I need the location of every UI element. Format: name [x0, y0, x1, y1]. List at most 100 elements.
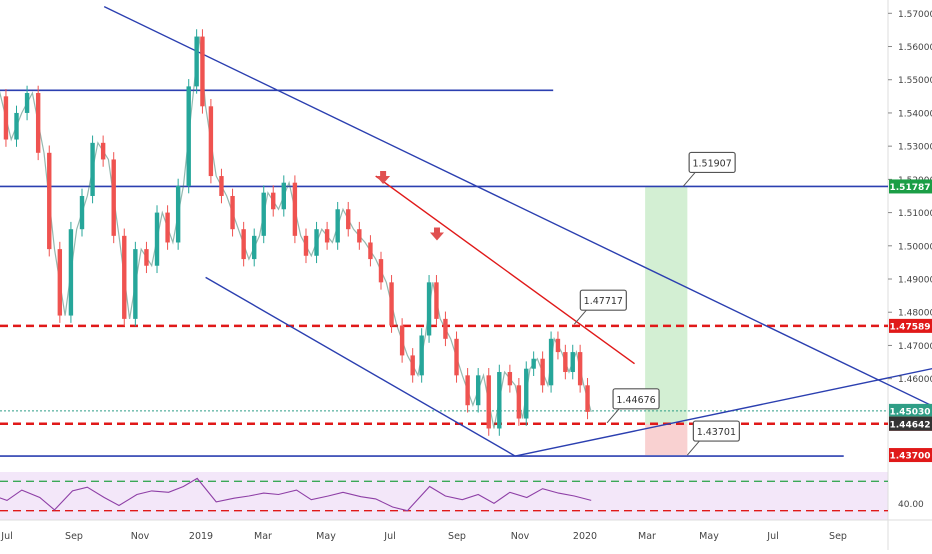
candle-body[interactable]	[465, 375, 470, 406]
price-label-badge	[889, 448, 932, 463]
candle-body[interactable]	[3, 96, 9, 140]
y-tick-label: 1.54000	[898, 109, 932, 119]
candle-body[interactable]	[230, 195, 235, 230]
position-profit-zone[interactable]	[645, 186, 688, 424]
callout-box[interactable]	[612, 388, 660, 410]
x-tick-label: Mar	[638, 531, 656, 542]
callout-pointer	[682, 172, 696, 187]
candle-body[interactable]	[443, 318, 448, 339]
candle-body[interactable]	[378, 259, 384, 283]
x-tick-label: Sep	[829, 531, 847, 542]
candle-body[interactable]	[271, 192, 276, 210]
candle-body[interactable]	[585, 385, 590, 412]
candle-body[interactable]	[410, 355, 415, 376]
x-tick-label: Nov	[511, 531, 530, 542]
candle-body[interactable]	[241, 229, 246, 260]
candle-body[interactable]	[111, 159, 116, 236]
candle-body[interactable]	[419, 335, 424, 376]
candle-body[interactable]	[454, 338, 459, 376]
candle-body[interactable]	[208, 106, 214, 177]
y-tick-label: 1.53000	[898, 143, 932, 153]
candle-body[interactable]	[540, 358, 545, 386]
candle-body[interactable]	[324, 229, 330, 243]
rsi-pane	[0, 472, 888, 520]
candle-body[interactable]	[90, 142, 95, 196]
down-arrow-marker[interactable]	[376, 171, 391, 185]
down-arrow-marker[interactable]	[429, 227, 444, 241]
candle-body[interactable]	[100, 142, 106, 160]
candle-body[interactable]	[314, 229, 319, 256]
candle-body[interactable]	[47, 152, 52, 250]
x-tick-label: Mar	[254, 531, 272, 542]
callout-box[interactable]	[688, 151, 736, 174]
callout-box[interactable]	[579, 289, 627, 311]
candle-body[interactable]	[346, 209, 351, 230]
candle-body[interactable]	[281, 182, 286, 210]
candle-body[interactable]	[548, 338, 554, 386]
candle-body[interactable]	[186, 86, 191, 187]
candle-body[interactable]	[24, 93, 30, 113]
candle-body[interactable]	[531, 358, 536, 369]
candle-body[interactable]	[357, 229, 362, 243]
candle-body[interactable]	[563, 352, 568, 373]
trend-line[interactable]	[205, 276, 516, 457]
y-tick-label: 1.49000	[898, 276, 932, 286]
candle-body[interactable]	[194, 36, 199, 87]
trend-line[interactable]	[515, 367, 932, 457]
candle-body[interactable]	[35, 93, 41, 153]
callout-box[interactable]	[692, 420, 740, 442]
candle-body[interactable]	[475, 375, 481, 406]
candle-body[interactable]	[426, 282, 432, 336]
price-label-badge	[889, 403, 932, 418]
candle-body[interactable]	[252, 235, 257, 260]
candle-body[interactable]	[335, 209, 340, 243]
candle-body[interactable]	[399, 325, 405, 356]
price-label-text: 1.51787	[890, 183, 931, 193]
candle-body[interactable]	[200, 36, 205, 107]
candle-body[interactable]	[555, 338, 561, 353]
candle-body[interactable]	[144, 249, 149, 266]
candle-body[interactable]	[57, 249, 63, 316]
rsi-line[interactable]	[0, 477, 592, 512]
candle-body[interactable]	[14, 112, 19, 140]
x-tick-label: 2020	[573, 531, 597, 542]
candle-body[interactable]	[79, 195, 85, 230]
callout-label: 1.43701	[697, 427, 736, 438]
candle-body[interactable]	[303, 235, 309, 256]
candle-body[interactable]	[524, 368, 529, 419]
candle-body[interactable]	[486, 375, 491, 429]
position-loss-zone[interactable]	[645, 423, 688, 456]
candle-body[interactable]	[516, 385, 522, 419]
x-tick-label: 2019	[189, 531, 213, 542]
price-label-text: 1.44642	[890, 420, 931, 430]
price-label-text: 1.45030	[890, 407, 931, 417]
candle-body[interactable]	[389, 282, 394, 326]
candle-body[interactable]	[434, 282, 439, 319]
candle-body[interactable]	[368, 242, 373, 260]
candle-body[interactable]	[570, 352, 575, 373]
candle-body[interactable]	[219, 176, 224, 196]
candle-body[interactable]	[122, 235, 127, 319]
trend-line[interactable]	[375, 175, 635, 365]
candle-body[interactable]	[261, 192, 266, 236]
x-tick-label: Jul	[0, 531, 12, 542]
trend-line[interactable]	[103, 6, 932, 410]
price-label-text: 1.43700	[890, 452, 931, 462]
candle-body[interactable]	[507, 372, 513, 386]
candle-body[interactable]	[165, 212, 170, 243]
y-tick-label: 1.46000	[898, 375, 932, 385]
candle-body[interactable]	[68, 229, 74, 316]
candle-body[interactable]	[577, 352, 583, 386]
candle-body[interactable]	[133, 249, 138, 319]
candle-body[interactable]	[175, 186, 181, 243]
candle-body[interactable]	[154, 212, 160, 266]
price-label-text: 1.47589	[890, 322, 931, 332]
callout-label: 1.47717	[584, 296, 623, 307]
x-tick-label: Jul	[383, 531, 395, 542]
candle-body[interactable]	[497, 372, 502, 429]
candle-body[interactable]	[292, 182, 298, 236]
y-tick-label: 1.56000	[898, 43, 932, 53]
price-label-badge	[889, 416, 932, 431]
